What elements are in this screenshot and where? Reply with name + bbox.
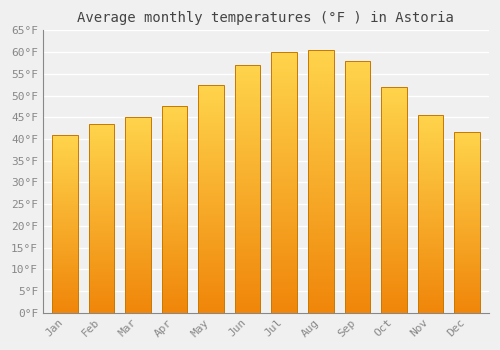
Bar: [381, 87, 406, 313]
Bar: [198, 85, 224, 313]
Bar: [308, 50, 334, 313]
Bar: [454, 132, 480, 313]
Bar: [162, 106, 188, 313]
Bar: [272, 52, 297, 313]
Bar: [418, 115, 443, 313]
Bar: [52, 135, 78, 313]
Bar: [125, 117, 151, 313]
Bar: [235, 65, 260, 313]
Title: Average monthly temperatures (°F ) in Astoria: Average monthly temperatures (°F ) in As…: [78, 11, 454, 25]
Bar: [88, 124, 114, 313]
Bar: [344, 61, 370, 313]
